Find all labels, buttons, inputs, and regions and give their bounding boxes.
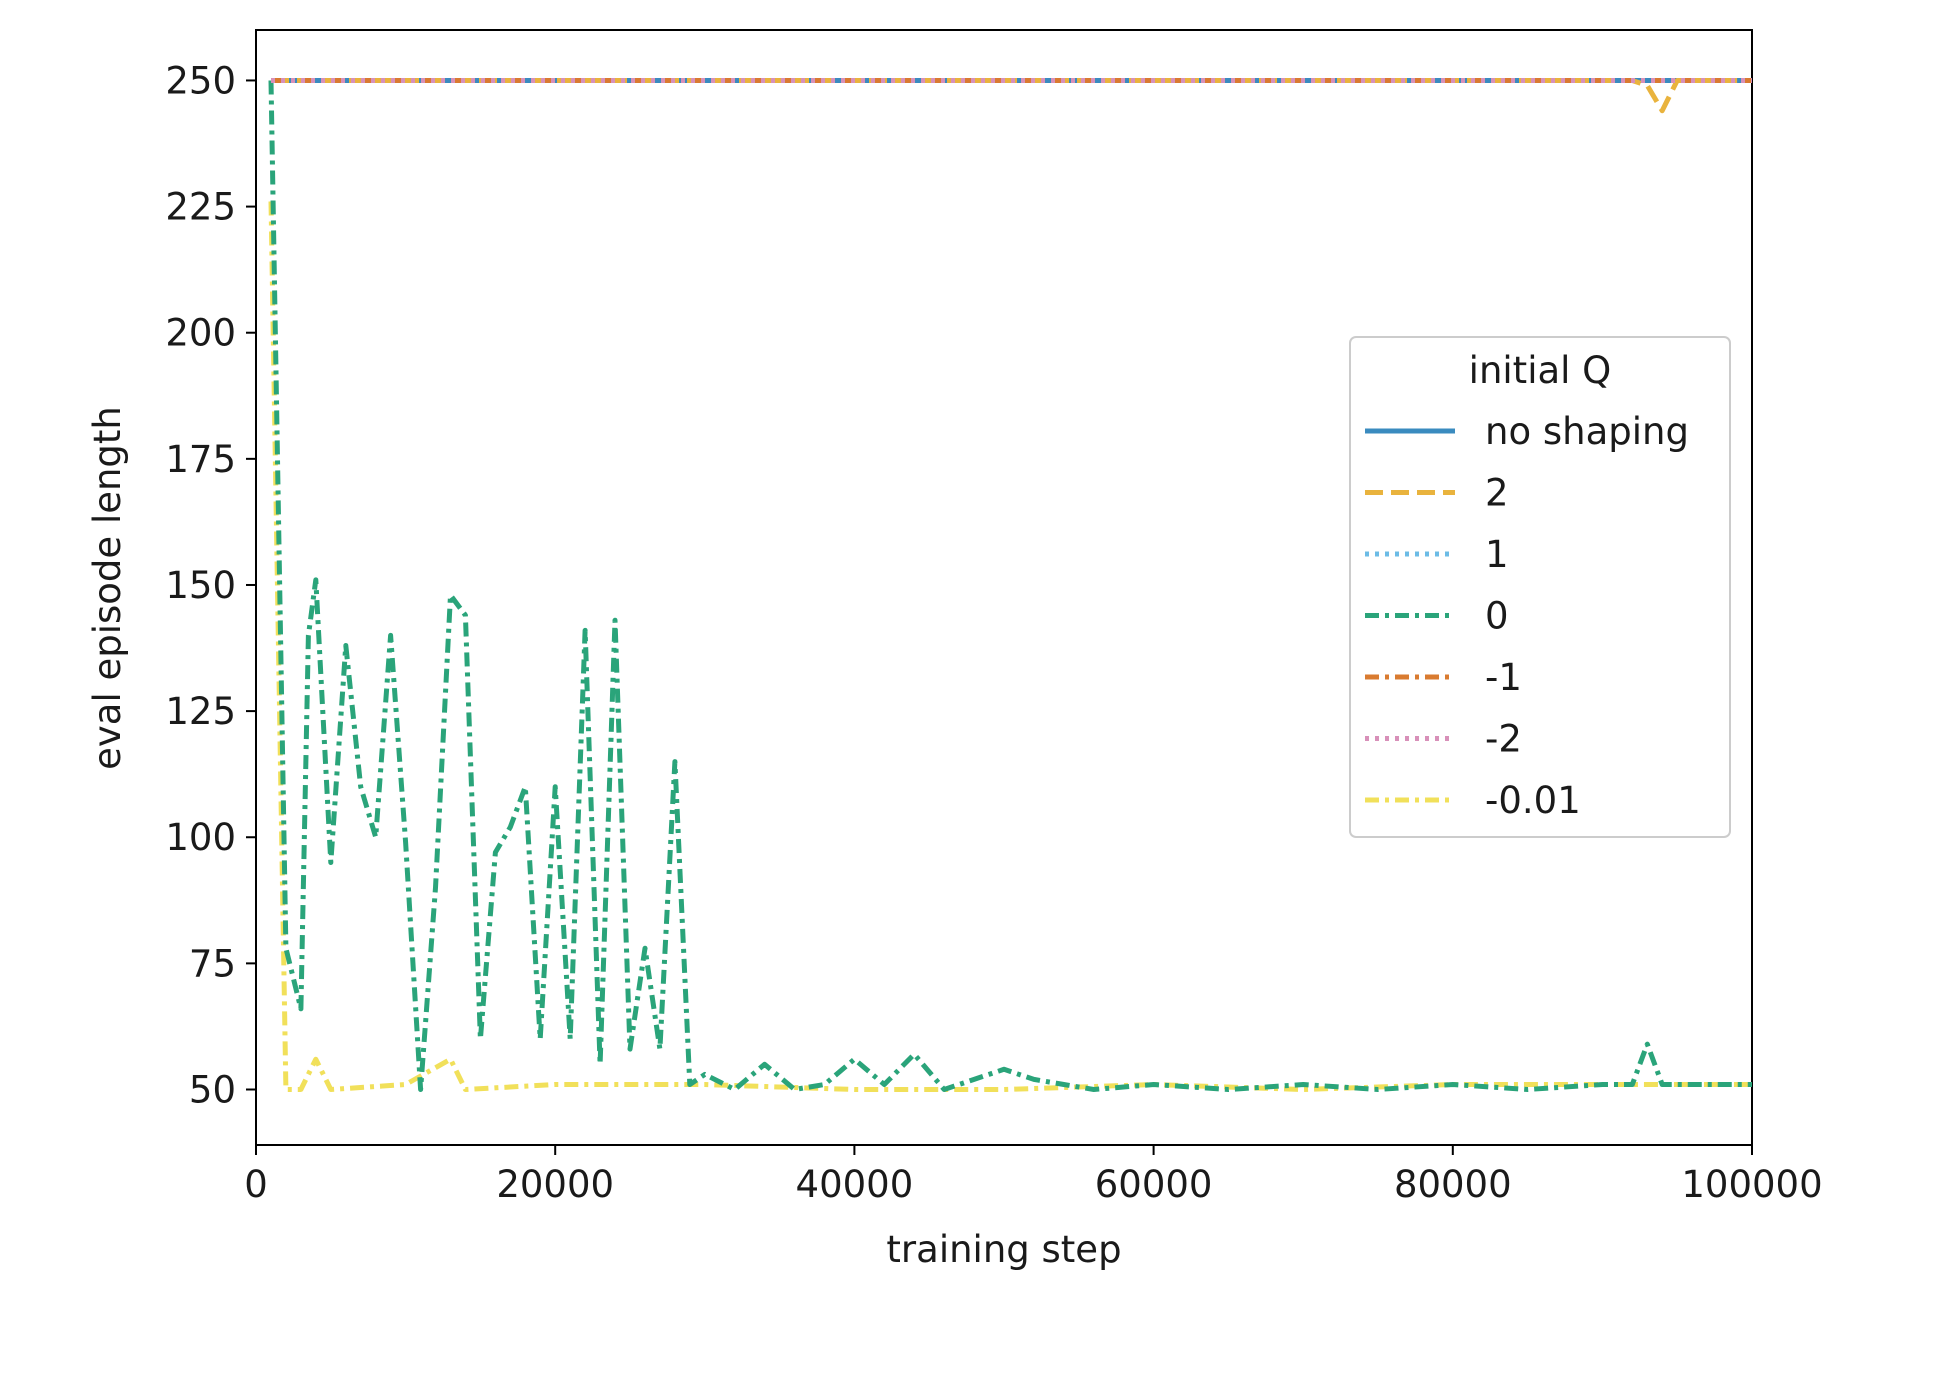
legend-item: -2 — [1365, 718, 1522, 761]
legend-item: 0 — [1365, 595, 1509, 638]
y-tick-label: 50 — [189, 1069, 236, 1112]
series-line-2 — [271, 78, 1752, 114]
y-tick-label: 75 — [189, 942, 236, 985]
x-tick-label: 60000 — [1095, 1163, 1213, 1206]
legend-box — [1349, 336, 1731, 838]
y-axis: 50 75 100 125 150 175 200 225 250 — [165, 59, 256, 1112]
legend-item: no shaping — [1365, 410, 1689, 453]
x-tick-label: 0 — [244, 1163, 268, 1206]
legend-label: no shaping — [1485, 410, 1689, 453]
y-tick-label: 150 — [165, 564, 236, 607]
series-line-0 — [268, 80, 1752, 1092]
x-tick-label: 20000 — [496, 1163, 614, 1206]
legend: initial Q no shaping 2 1 0 -1 -2 -0.01 — [1349, 336, 1731, 838]
x-tick-label: 40000 — [796, 1163, 914, 1206]
legend-title: initial Q — [1469, 349, 1612, 392]
y-tick-label: 200 — [165, 312, 236, 355]
legend-item: 1 — [1365, 533, 1509, 576]
legend-label: 0 — [1485, 595, 1509, 638]
y-tick-label: 250 — [165, 59, 236, 102]
x-tick-label: 100000 — [1681, 1163, 1822, 1206]
series-line--0.01 — [268, 201, 1752, 1092]
legend-label: -2 — [1485, 718, 1522, 761]
x-axis-label: training step — [886, 1228, 1121, 1271]
y-tick-label: 100 — [165, 816, 236, 859]
legend-label: 2 — [1485, 472, 1509, 515]
y-tick-label: 225 — [165, 186, 236, 229]
x-tick-label: 80000 — [1394, 1163, 1512, 1206]
series-layer — [268, 78, 1752, 1092]
legend-item: -0.01 — [1365, 779, 1581, 822]
legend-item: -1 — [1365, 656, 1522, 699]
legend-item: 2 — [1365, 472, 1509, 515]
legend-items: no shaping 2 1 0 -1 -2 -0.01 — [1365, 410, 1689, 822]
y-tick-label: 175 — [165, 438, 236, 481]
y-axis-label: eval episode length — [86, 406, 129, 770]
legend-label: -0.01 — [1485, 779, 1581, 822]
legend-label: -1 — [1485, 656, 1522, 699]
legend-label: 1 — [1485, 533, 1509, 576]
y-tick-label: 125 — [165, 690, 236, 733]
x-axis: 0 20000 40000 60000 80000 100000 — [244, 1145, 1823, 1206]
